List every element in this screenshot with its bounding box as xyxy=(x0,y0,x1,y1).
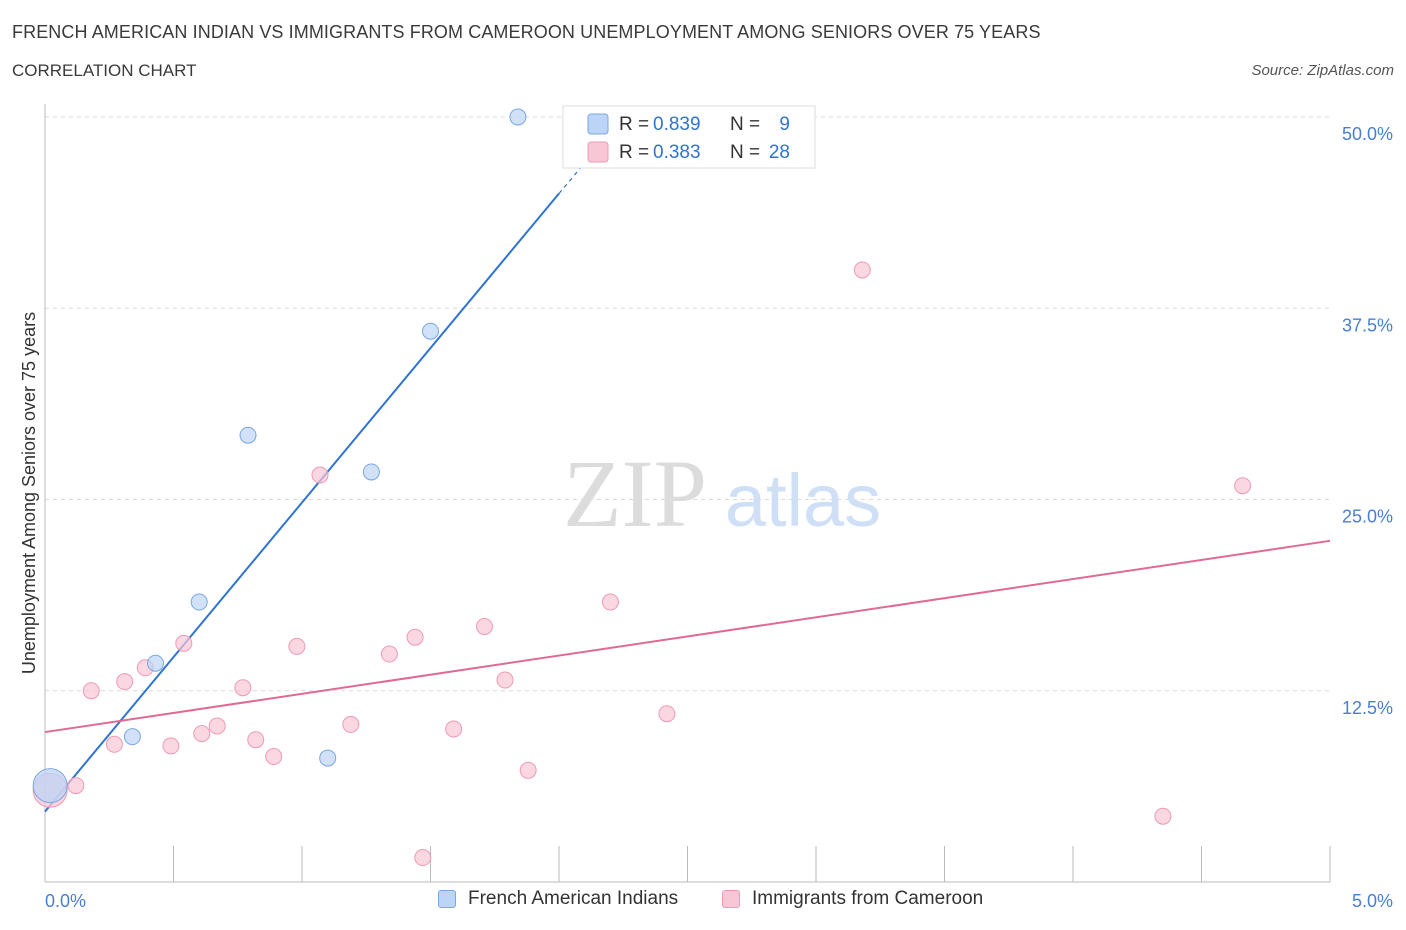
legend-label: French American Indians xyxy=(468,888,679,909)
x-tick-label-max: 5.0% xyxy=(1352,891,1393,911)
data-point-immigrants-from-cameroon xyxy=(288,637,306,655)
point-layer xyxy=(32,108,1252,867)
data-point-immigrants-from-cameroon xyxy=(380,645,398,663)
legend-swatch-blue xyxy=(438,890,456,908)
data-point-french-american-indians xyxy=(362,463,380,481)
legend-r-value-1: 0.839 xyxy=(653,114,701,135)
legend-n-label-1: N = xyxy=(730,114,760,135)
watermark-atlas: atlas xyxy=(725,459,881,542)
data-point-french-american-indians xyxy=(509,108,527,126)
data-point-immigrants-from-cameroon xyxy=(853,261,871,279)
data-point-immigrants-from-cameroon xyxy=(234,679,252,697)
y-tick-label: 37.5% xyxy=(1342,315,1393,335)
data-point-immigrants-from-cameroon xyxy=(519,761,537,779)
data-point-immigrants-from-cameroon xyxy=(406,628,424,646)
legend-label: Immigrants from Cameroon xyxy=(752,888,984,909)
legend-n-value-1: 9 xyxy=(779,114,790,135)
data-point-immigrants-from-cameroon xyxy=(193,725,211,743)
legend-r-value-2: 0.383 xyxy=(653,142,701,163)
data-point-french-american-indians xyxy=(190,593,208,611)
legend-item-immigrants-from-cameroon[interactable]: Immigrants from Cameroon xyxy=(722,888,983,910)
data-point-immigrants-from-cameroon xyxy=(1154,807,1172,825)
data-point-immigrants-from-cameroon xyxy=(175,634,193,652)
data-point-french-american-indians xyxy=(32,768,68,804)
legend-top: R = 0.839 N = 9 R = 0.383 N = 28 xyxy=(562,105,816,169)
trend-line-immigrants-from-cameroon xyxy=(44,539,1331,734)
data-point-french-american-indians xyxy=(319,749,337,767)
data-point-immigrants-from-cameroon xyxy=(445,720,463,738)
data-point-immigrants-from-cameroon xyxy=(414,849,432,867)
legend-item-french-american-indians[interactable]: French American Indians xyxy=(438,888,678,910)
grid-layer xyxy=(45,116,1330,692)
data-point-immigrants-from-cameroon xyxy=(247,731,265,749)
data-point-immigrants-from-cameroon xyxy=(601,593,619,611)
data-point-immigrants-from-cameroon xyxy=(265,748,283,766)
x-tick-label-min: 0.0% xyxy=(45,891,86,911)
legend-r-label-1: R = xyxy=(619,114,649,135)
data-point-immigrants-from-cameroon xyxy=(311,466,329,484)
data-point-immigrants-from-cameroon xyxy=(67,777,85,795)
y-axis-label: Unemployment Among Seniors over 75 years xyxy=(19,312,39,674)
source-credit: Source: ZipAtlas.com xyxy=(1251,62,1394,79)
data-point-immigrants-from-cameroon xyxy=(658,705,676,723)
data-point-immigrants-from-cameroon xyxy=(208,717,226,735)
data-point-french-american-indians xyxy=(239,426,257,444)
data-point-immigrants-from-cameroon xyxy=(475,617,493,635)
data-point-french-american-indians xyxy=(123,728,141,746)
data-point-immigrants-from-cameroon xyxy=(116,673,134,691)
chart-title: FRENCH AMERICAN INDIAN VS IMMIGRANTS FRO… xyxy=(12,22,1041,42)
trend-layer xyxy=(44,156,1331,813)
data-point-french-american-indians xyxy=(147,654,165,672)
legend-top-swatch-blue xyxy=(587,113,609,135)
trend-line-french-american-indians xyxy=(44,192,560,813)
y-tick-label: 25.0% xyxy=(1342,507,1393,527)
y-tick-label: 50.0% xyxy=(1342,124,1393,144)
watermark-zip: ZIP xyxy=(563,440,707,547)
data-point-french-american-indians xyxy=(422,322,439,340)
data-point-immigrants-from-cameroon xyxy=(105,735,123,753)
data-point-immigrants-from-cameroon xyxy=(82,682,100,700)
legend-n-value-2: 28 xyxy=(769,142,790,163)
data-point-immigrants-from-cameroon xyxy=(342,715,360,733)
legend-r-label-2: R = xyxy=(619,142,649,163)
data-point-immigrants-from-cameroon xyxy=(162,737,180,755)
legend-top-swatch-pink xyxy=(587,141,609,163)
chart-subtitle: CORRELATION CHART xyxy=(12,61,197,80)
axis-layer: 12.5% 25.0% 37.5% 50.0% xyxy=(44,104,1393,883)
legend-n-label-2: N = xyxy=(730,142,760,163)
data-point-immigrants-from-cameroon xyxy=(1234,477,1252,495)
legend-bottom: French American Indians Immigrants from … xyxy=(0,888,1406,918)
legend-swatch-pink xyxy=(722,890,740,908)
watermark: ZIP atlas xyxy=(563,440,881,547)
data-point-immigrants-from-cameroon xyxy=(496,671,514,689)
y-tick-label: 12.5% xyxy=(1342,698,1393,718)
